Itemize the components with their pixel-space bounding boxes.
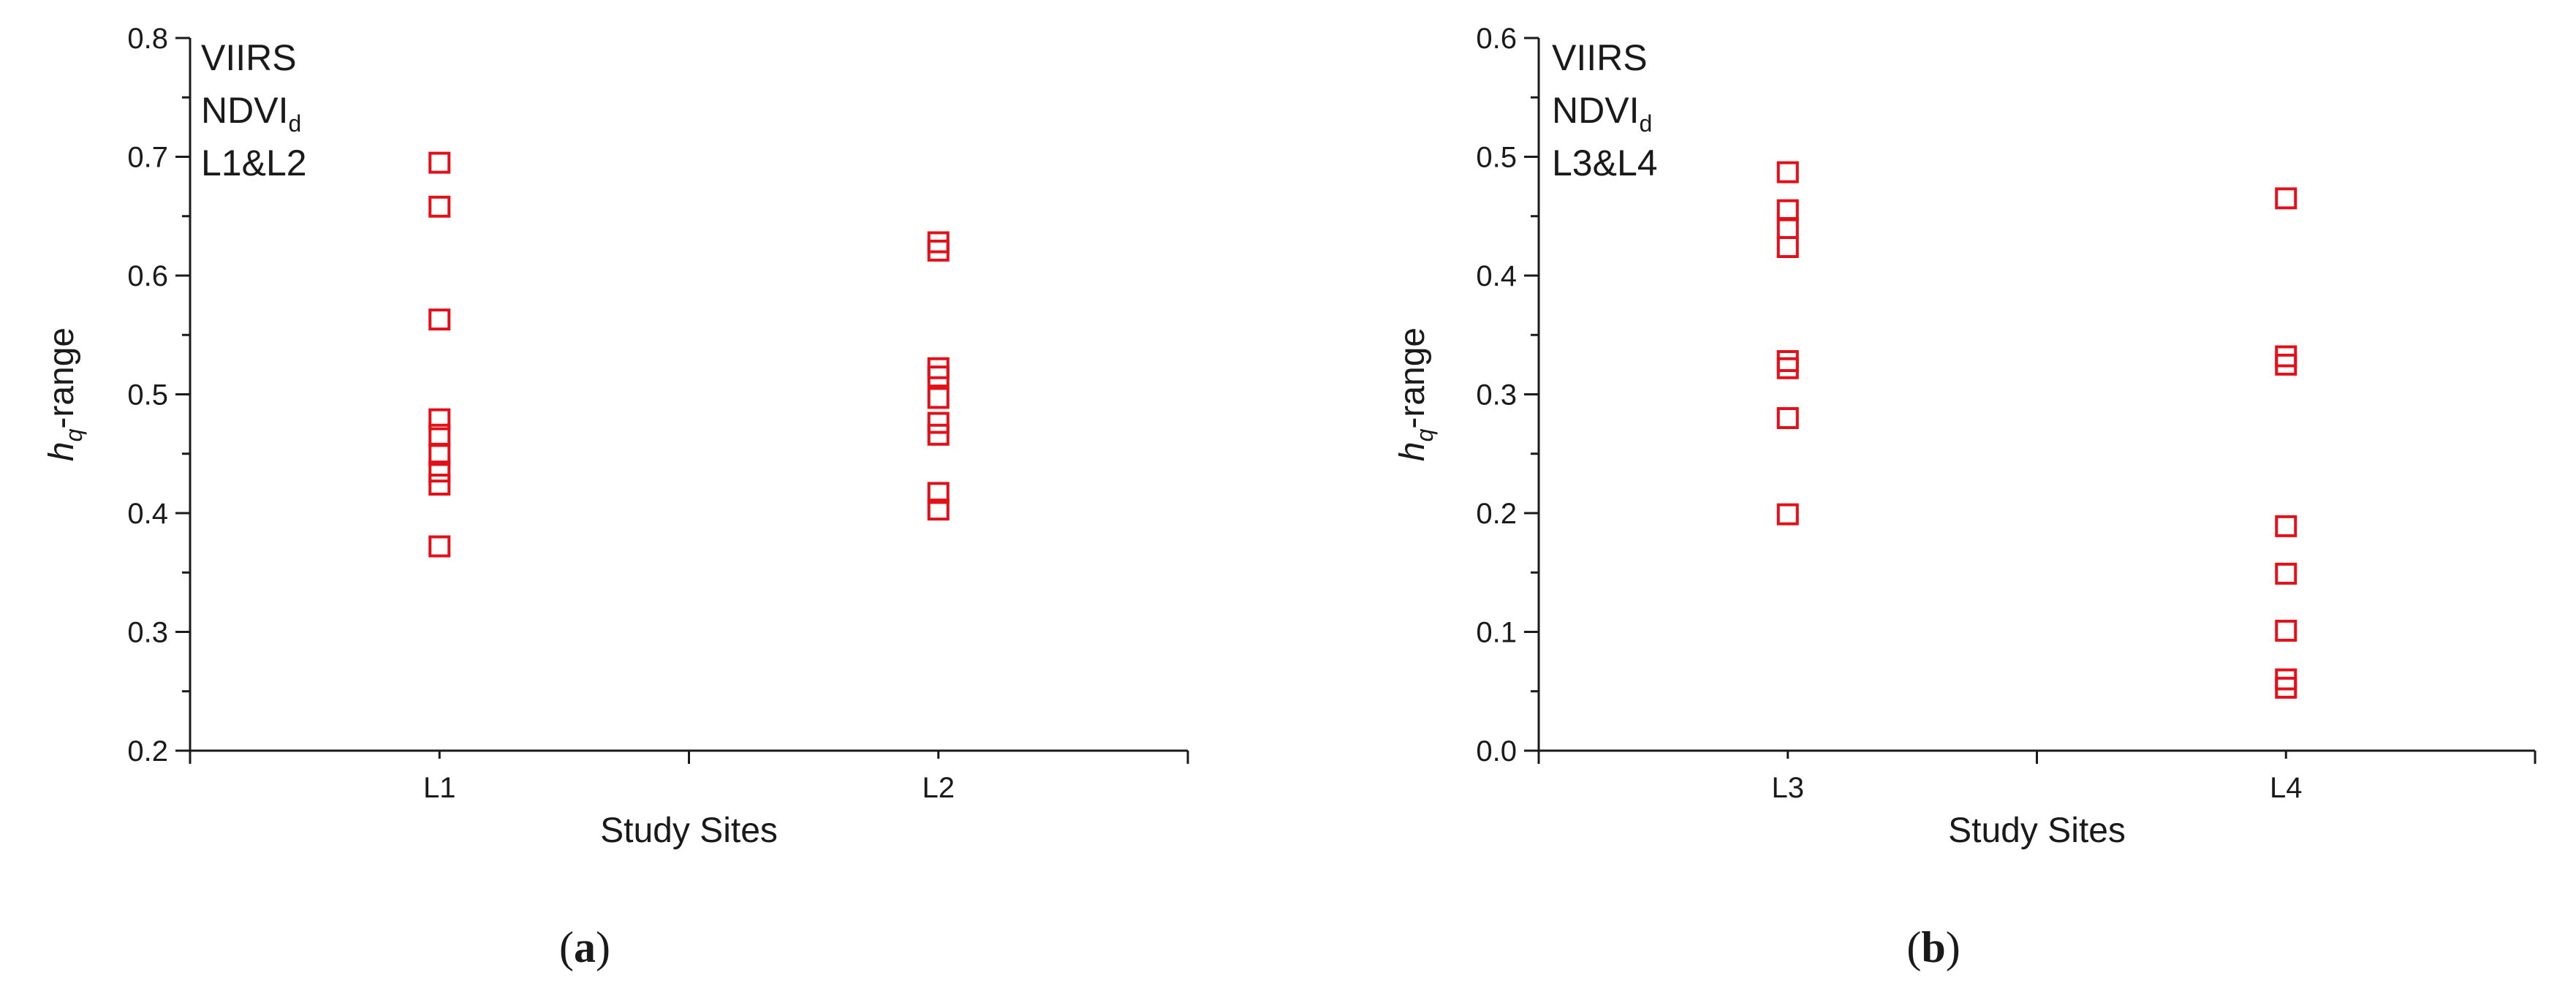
y-tick-label: 0.4 <box>127 498 168 530</box>
data-point-l2 <box>927 387 950 409</box>
data-point-l1 <box>428 308 451 331</box>
y-axis-label: hq-range <box>42 327 87 461</box>
data-point-l1 <box>428 151 451 174</box>
data-point-l2 <box>927 423 950 446</box>
data-point-l4 <box>2275 187 2297 210</box>
chart-panel-b: 0.0 0.1 0.2 0.3 0.4 0.5 0.6 L3 L4 Study Sites hq-r… <box>1393 23 2537 971</box>
y-tick-label: 0.6 <box>127 260 168 292</box>
annotation-instrument: VIIRS <box>1552 37 1648 78</box>
data-point-l1 <box>428 408 451 431</box>
data-point-l2 <box>927 412 950 434</box>
annotation-sites: L1&L2 <box>201 143 307 183</box>
data-point-l2 <box>927 482 950 504</box>
data-point-l3 <box>1776 161 1799 183</box>
x-axis-label: Study Sites <box>1948 811 2126 850</box>
data-point-l3 <box>1776 503 1799 526</box>
data-point-l1 <box>428 195 451 218</box>
data-point-l4 <box>2275 353 2297 376</box>
annotation-index: NDVId <box>1552 90 1652 137</box>
x-axis-label: Study Sites <box>600 811 778 850</box>
data-point-l4 <box>2275 676 2297 699</box>
y-tick-label: 0.2 <box>1476 498 1517 530</box>
data-point-l2 <box>927 365 950 388</box>
x-tick-label: L3 <box>1772 772 1805 804</box>
data-point-l1 <box>428 474 451 496</box>
y-tick-label: 0.6 <box>1476 23 1517 55</box>
y-tick-label: 0.1 <box>1476 617 1517 649</box>
data-point-l4 <box>2275 562 2297 585</box>
y-tick-label: 0.8 <box>127 23 168 55</box>
annotation-index: NDVId <box>201 90 301 137</box>
panel-caption: (a) <box>559 923 610 971</box>
y-tick-label: 0.3 <box>127 617 168 649</box>
y-tick-label: 0.7 <box>127 142 168 174</box>
y-tick-label: 0.3 <box>1476 379 1517 412</box>
y-tick-label: 0.0 <box>1476 735 1517 767</box>
y-tick-label: 0.2 <box>127 735 168 767</box>
data-point-l4 <box>2275 619 2297 642</box>
data-point-l2 <box>927 498 950 521</box>
x-tick-label: L4 <box>2270 772 2303 804</box>
y-axis-label: hq-range <box>1393 327 1438 461</box>
data-point-l3 <box>1776 199 1799 221</box>
data-point-l1 <box>428 535 451 558</box>
chart-panel-a: 0.2 0.3 0.4 0.5 0.6 0.7 0.8 L1 L2 Study Sites hq-r… <box>42 23 1189 971</box>
data-point-l3 <box>1776 350 1799 372</box>
data-point-l3 <box>1776 217 1799 239</box>
data-point-l4 <box>2275 515 2297 537</box>
data-point-l1 <box>428 444 451 466</box>
annotation-instrument: VIIRS <box>201 37 297 78</box>
data-point-l3 <box>1776 407 1799 429</box>
data-point-l1 <box>428 460 451 483</box>
y-tick-label: 0.5 <box>1476 142 1517 174</box>
y-tick-label: 0.4 <box>1476 260 1517 292</box>
data-point-l3 <box>1776 236 1799 258</box>
data-point-l3 <box>1776 357 1799 379</box>
data-point-l2 <box>927 239 950 262</box>
x-tick-label: L1 <box>423 772 456 804</box>
y-tick-label: 0.5 <box>127 379 168 412</box>
x-tick-label: L2 <box>923 772 955 804</box>
annotation-sites: L3&L4 <box>1552 143 1658 183</box>
panel-caption: (b) <box>1906 923 1960 971</box>
